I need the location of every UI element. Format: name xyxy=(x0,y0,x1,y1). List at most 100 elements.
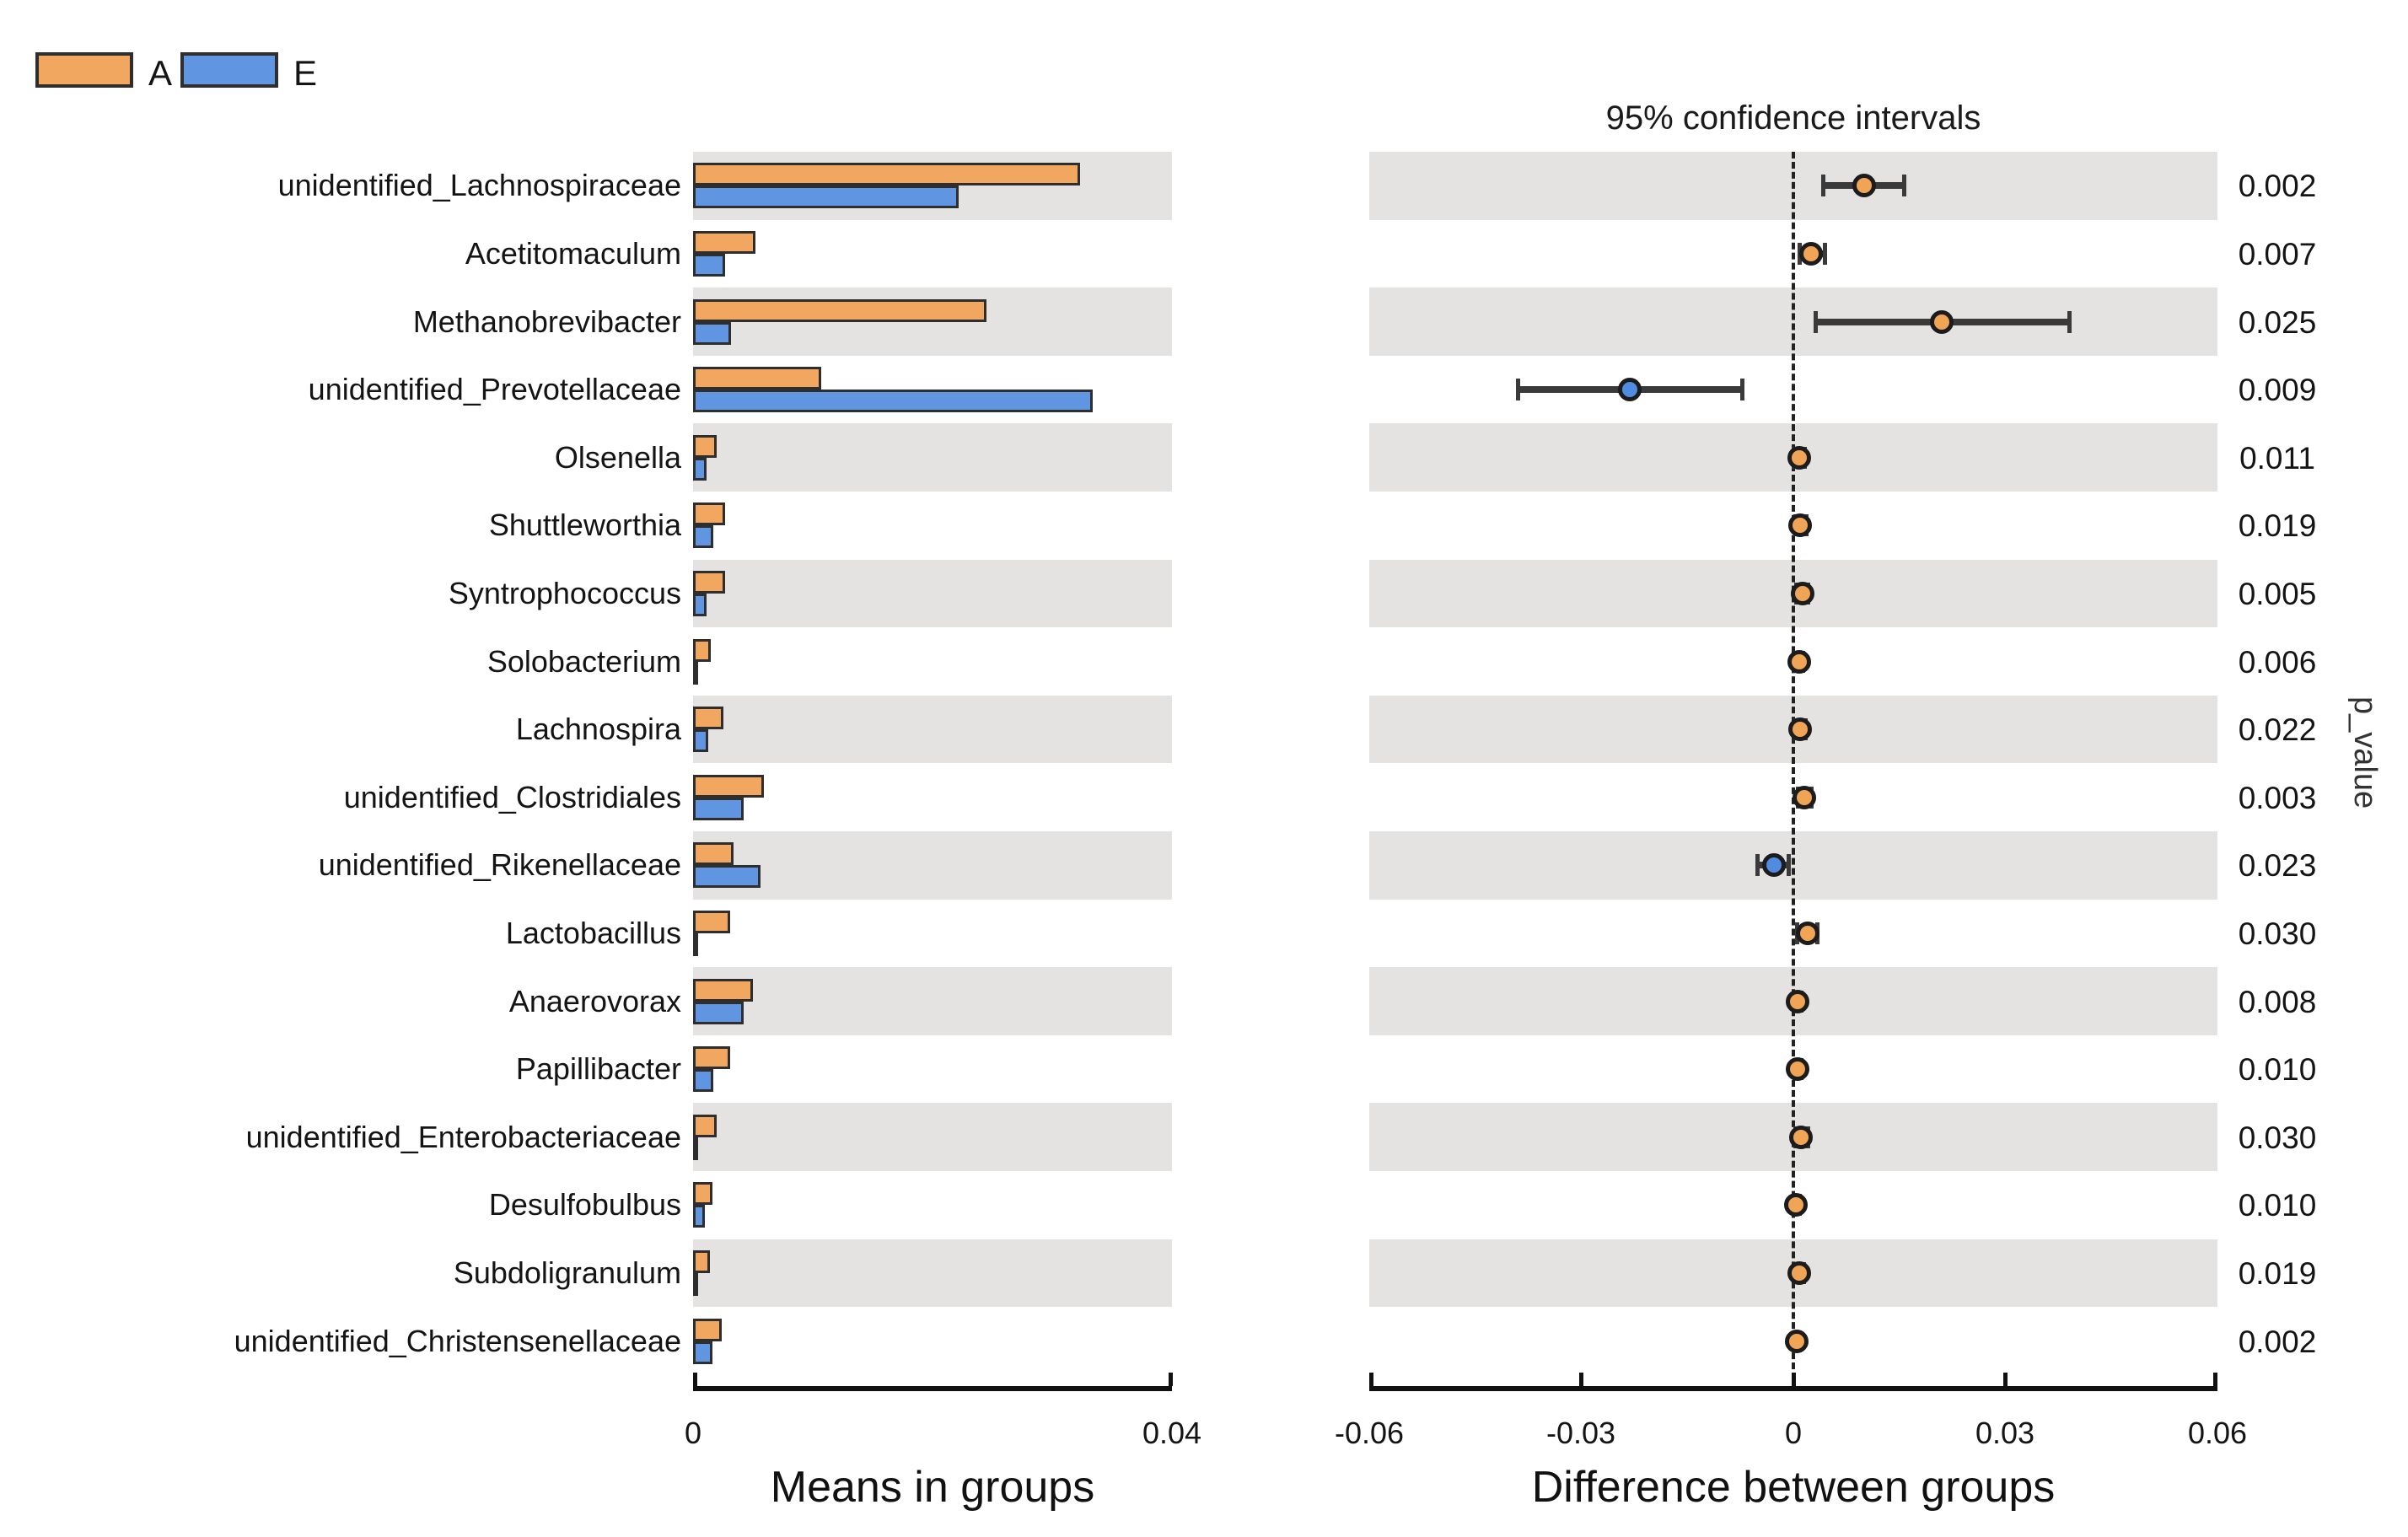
ci-dot xyxy=(1788,513,1813,538)
ci-whisker-cap-left xyxy=(1813,310,1818,333)
ci-whisker-cap-left xyxy=(1516,379,1521,401)
ci-whisker-cap-right xyxy=(1901,175,1906,197)
ci-dot xyxy=(1761,853,1786,878)
ci-whisker-cap-right xyxy=(2067,310,2072,333)
mean-bar-group-e xyxy=(693,865,761,889)
mean-bar-group-a xyxy=(693,978,753,1002)
ci-dot xyxy=(1784,1193,1809,1217)
p-value: 0.023 xyxy=(2238,848,2317,884)
mean-bar-group-a xyxy=(693,707,723,730)
p-value: 0.011 xyxy=(2239,440,2315,476)
difference-axis-tick-0 xyxy=(1792,1373,1796,1386)
row-label: Lachnospira xyxy=(515,712,681,747)
row-stripe-means xyxy=(693,423,1172,492)
row-label: Desulfobulbus xyxy=(488,1187,681,1223)
mean-bar-group-a xyxy=(693,910,731,933)
row-label: unidentified_Christensenellaceae xyxy=(234,1323,681,1358)
row-label: Shuttleworthia xyxy=(488,508,681,543)
ci-whisker-cap-right xyxy=(1786,854,1791,877)
row-label: unidentified_Rikenellaceae xyxy=(318,847,681,883)
p-value: 0.009 xyxy=(2238,373,2317,408)
mean-bar-group-e xyxy=(693,1069,714,1093)
row-label: unidentified_Clostridiales xyxy=(343,779,681,814)
ci-dot xyxy=(1618,378,1642,402)
mean-bar-group-e xyxy=(693,1001,744,1024)
difference-axis-title: Difference between groups xyxy=(1531,1463,2056,1512)
mean-bar-group-e xyxy=(693,390,1094,413)
row-stripe-means xyxy=(693,967,1172,1035)
mean-bar-group-a xyxy=(693,1114,718,1137)
p-value: 0.003 xyxy=(2238,780,2317,815)
mean-bar-group-e xyxy=(693,1272,698,1296)
difference-axis-tick-006 xyxy=(2213,1373,2217,1386)
zero-difference-dashed-line xyxy=(1792,152,1795,1379)
ci-whisker-cap-left xyxy=(1821,175,1826,197)
mean-bar-group-a xyxy=(693,367,821,390)
ci-dot xyxy=(1786,1057,1810,1082)
mean-bar-group-e xyxy=(693,321,732,345)
row-label: unidentified_Enterobacteriaceae xyxy=(245,1119,681,1154)
ci-dot xyxy=(1787,649,1811,674)
ci-dot xyxy=(1788,717,1813,742)
mean-bar-group-a xyxy=(693,570,726,594)
difference-tick-label-n006: -0.06 xyxy=(1334,1416,1405,1450)
row-label: Papillibacter xyxy=(515,1051,681,1087)
p-value: 0.022 xyxy=(2238,712,2317,748)
means-tick-label-004: 0.04 xyxy=(1142,1416,1202,1450)
p-value: 0.005 xyxy=(2238,576,2317,611)
mean-bar-group-a xyxy=(693,774,764,798)
mean-bar-group-e xyxy=(693,525,714,549)
mean-bar-group-a xyxy=(693,1182,712,1206)
difference-tick-label-003: 0.03 xyxy=(1975,1416,2035,1450)
mean-bar-group-a xyxy=(693,298,986,322)
row-label: Lactobacillus xyxy=(505,915,681,950)
p-value: 0.002 xyxy=(2238,169,2317,204)
p-value: 0.010 xyxy=(2238,1188,2317,1223)
means-axis-line xyxy=(693,1386,1172,1391)
ci-dot xyxy=(1789,1125,1814,1149)
ci-whisker-cap-right xyxy=(1739,379,1744,401)
legend-swatch-group-e xyxy=(180,52,278,88)
ci-dot xyxy=(1787,1260,1811,1285)
means-tick-label-0: 0 xyxy=(684,1416,702,1450)
mean-bar-group-a xyxy=(693,1318,723,1341)
difference-axis-line xyxy=(1369,1386,2217,1391)
row-stripe-means xyxy=(693,1103,1172,1171)
row-label: unidentified_Lachnospiraceae xyxy=(277,168,681,203)
mean-bar-group-a xyxy=(693,1046,731,1070)
means-axis-title: Means in groups xyxy=(770,1463,1095,1512)
p-value: 0.030 xyxy=(2238,1120,2317,1155)
p-value: 0.007 xyxy=(2238,236,2317,271)
mean-bar-group-e xyxy=(693,253,726,277)
ci-dot xyxy=(1790,581,1814,605)
difference-tick-label-0: 0 xyxy=(1784,1416,1803,1450)
mean-bar-group-a xyxy=(693,1249,710,1273)
ci-whisker-cap-left xyxy=(1755,854,1760,877)
legend-label-group-e: E xyxy=(293,53,318,93)
mean-bar-group-e xyxy=(693,661,698,685)
difference-axis-tick-n006 xyxy=(1369,1373,1373,1386)
mean-bar-group-a xyxy=(693,842,734,866)
row-label: Syntrophococcus xyxy=(448,575,681,610)
p-value: 0.025 xyxy=(2238,304,2317,340)
p-value: 0.002 xyxy=(2238,1324,2317,1359)
ci-whisker-cap-right xyxy=(1822,242,1827,265)
row-label: Solobacterium xyxy=(486,643,681,679)
p-value: 0.030 xyxy=(2238,916,2317,951)
ci-dot xyxy=(1786,989,1810,1013)
legend-swatch-group-a xyxy=(35,52,133,88)
p-value: 0.006 xyxy=(2238,644,2317,680)
row-label: Olsenella xyxy=(554,439,681,475)
mean-bar-group-e xyxy=(693,932,698,956)
mean-bar-group-e xyxy=(693,1341,712,1364)
mean-bar-group-e xyxy=(693,1205,706,1228)
p-value-axis-label: p_value xyxy=(2347,696,2383,809)
mean-bar-group-e xyxy=(693,457,707,481)
ci-dot xyxy=(1852,174,1876,198)
row-stripe-means xyxy=(693,831,1172,900)
difference-axis-tick-003 xyxy=(2003,1373,2008,1386)
p-value: 0.019 xyxy=(2238,508,2317,544)
p-value: 0.010 xyxy=(2238,1052,2317,1088)
mean-bar-group-e xyxy=(693,185,959,209)
